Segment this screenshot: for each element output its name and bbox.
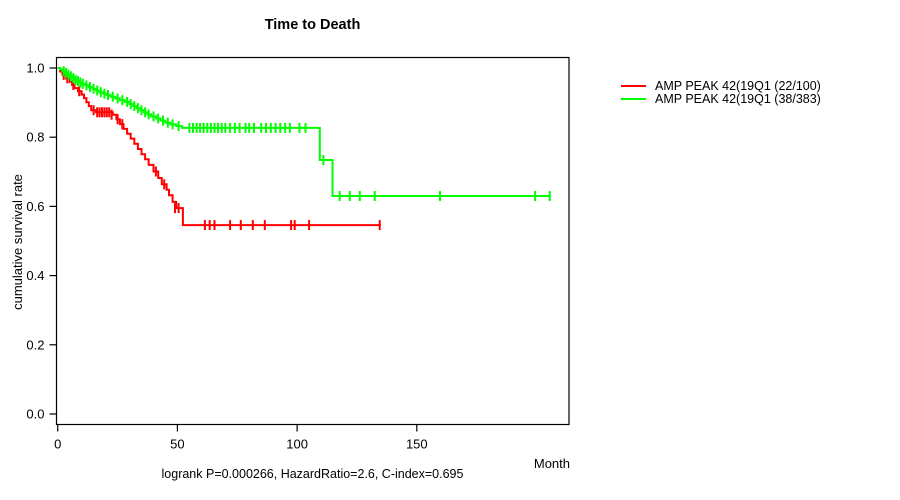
legend-label-group-2: AMP PEAK 42(19Q1 (38/383) <box>655 92 821 107</box>
x-tick-label: 100 <box>286 437 308 452</box>
series-line-red <box>57 67 381 227</box>
x-tick-label: 50 <box>170 437 184 452</box>
legend-label-group-1: AMP PEAK 42(19Q1 (22/100) <box>655 78 821 93</box>
y-tick-label: 0.4 <box>26 268 44 283</box>
legend-line-swatch-green <box>621 98 646 101</box>
y-tick-label: 0.2 <box>26 337 44 352</box>
y-tick-label: 0.8 <box>26 130 44 145</box>
censor-marks-red <box>62 69 381 231</box>
y-tick-label: 1.0 <box>26 61 44 76</box>
series-line-green <box>57 67 550 197</box>
x-tick-label: 0 <box>54 437 61 452</box>
y-tick-label: 0.0 <box>26 407 44 422</box>
plot-title: Time to Death <box>264 17 361 33</box>
legend: AMP PEAK 42(19Q1 (22/100) AMP PEAK 42(19… <box>621 79 821 106</box>
x-axis-label: Month <box>533 456 570 471</box>
censor-marks-green <box>62 66 551 201</box>
legend-item-group-2: AMP PEAK 42(19Q1 (38/383) <box>621 92 821 107</box>
y-tick-label: 0.6 <box>26 199 44 214</box>
legend-item-group-1: AMP PEAK 42(19Q1 (22/100) <box>621 79 821 93</box>
plot-box <box>55 56 570 426</box>
x-tick-label: 150 <box>406 437 428 452</box>
footer-stats: logrank P=0.000266, HazardRatio=2.6, C-i… <box>161 467 464 481</box>
legend-line-swatch-red <box>621 84 646 87</box>
